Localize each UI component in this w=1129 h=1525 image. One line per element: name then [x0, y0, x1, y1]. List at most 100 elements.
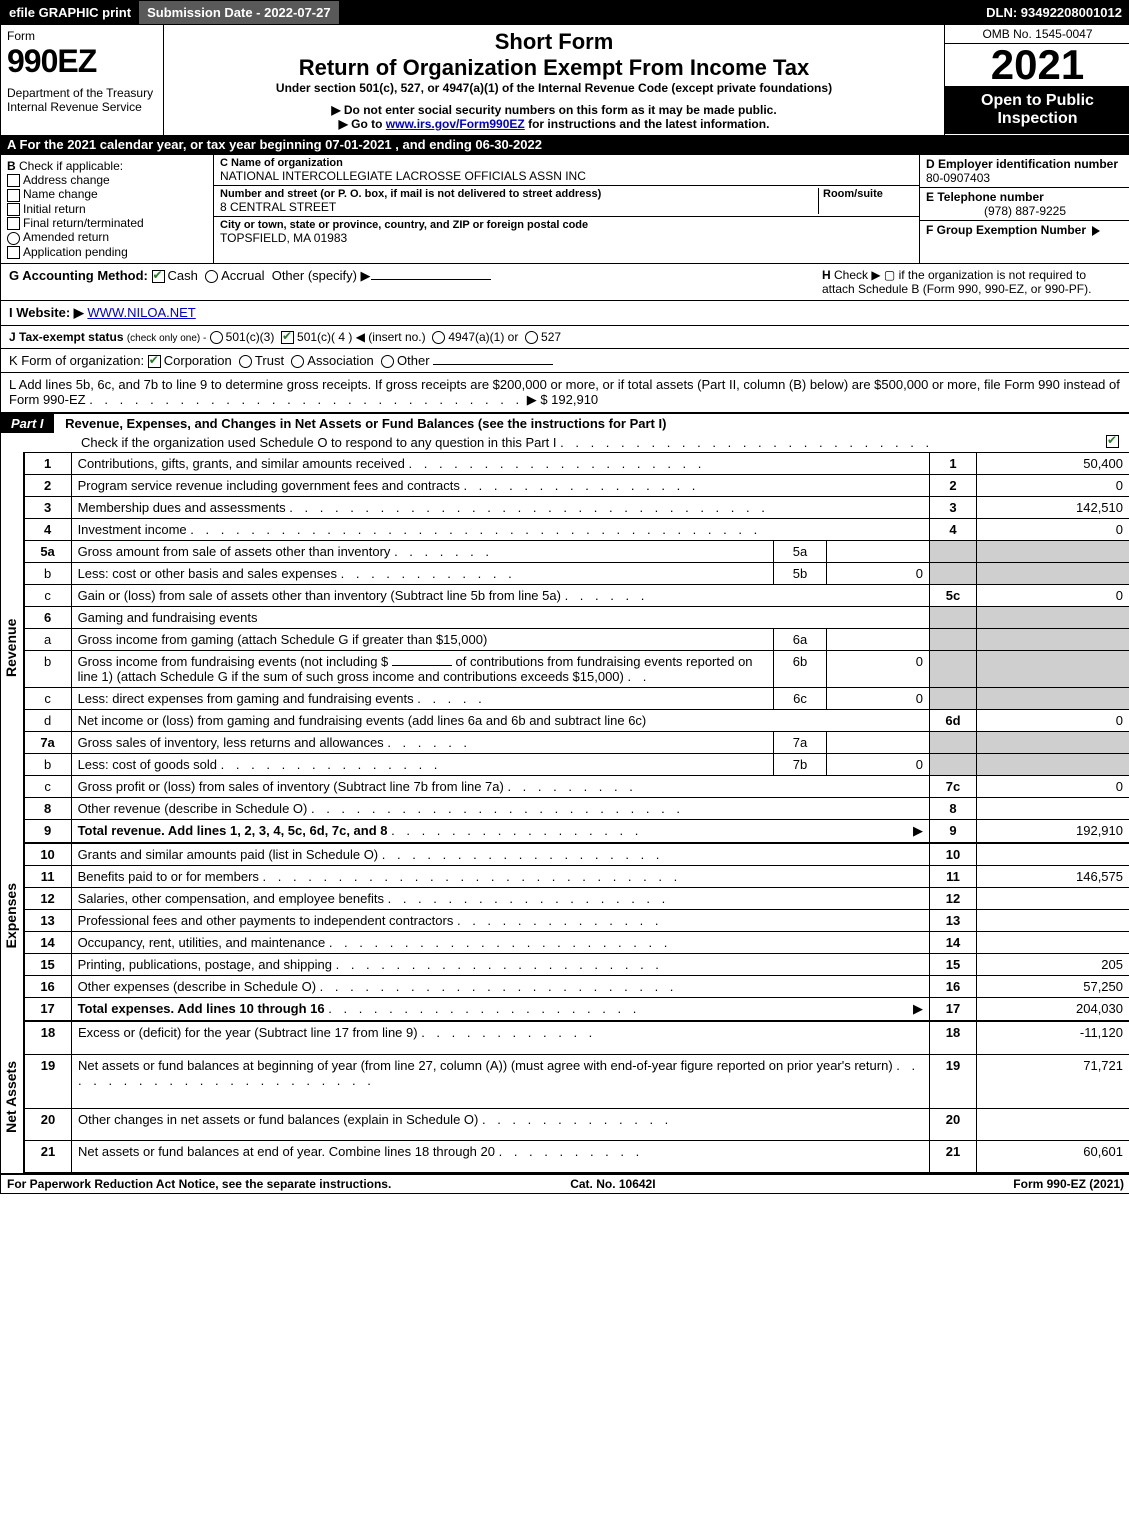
line-k: K Form of organization: Corporation Trus…: [1, 348, 1129, 372]
table-row: 5aGross amount from sale of assets other…: [24, 541, 1129, 563]
ssn-warning: ▶ Do not enter social security numbers o…: [170, 103, 938, 117]
b-opt5: Amended return: [23, 230, 109, 244]
contrib-input[interactable]: [392, 665, 452, 666]
checkbox-501c[interactable]: [281, 331, 294, 344]
footer-cat: Cat. No. 10642I: [570, 1177, 655, 1191]
org-city: TOPSFIELD, MA 01983: [220, 231, 913, 245]
website-link[interactable]: WWW.NILOA.NET: [87, 305, 195, 320]
expenses-table: 10Grants and similar amounts paid (list …: [24, 843, 1129, 1021]
table-row: 11Benefits paid to or for members . . . …: [24, 866, 1129, 888]
header-right: OMB No. 1545-0047 2021 Open to Public In…: [944, 25, 1129, 135]
short-form-label: Short Form: [170, 29, 938, 55]
table-row: 2Program service revenue including gover…: [24, 475, 1129, 497]
dln: DLN: 93492208001012: [978, 1, 1129, 24]
footer-right: Form 990-EZ (2021): [1013, 1177, 1124, 1191]
g-other-input[interactable]: [371, 279, 491, 280]
part-i-dots: . . . . . . . . . . . . . . . . . . . . …: [560, 435, 933, 450]
k-o3: Association: [307, 353, 373, 368]
table-row: 12Salaries, other compensation, and empl…: [24, 888, 1129, 910]
expenses-label: Expenses: [1, 843, 21, 988]
table-row: 8Other revenue (describe in Schedule O) …: [24, 798, 1129, 820]
l-value: 192,910: [551, 392, 598, 407]
netassets-label: Net Assets: [1, 1021, 21, 1173]
table-row: 6Gaming and fundraising events: [24, 607, 1129, 629]
header-mid: Short Form Return of Organization Exempt…: [164, 25, 944, 135]
checkbox-name-change[interactable]: [7, 189, 20, 202]
radio-501c3[interactable]: [210, 331, 223, 344]
b-opt2: Name change: [23, 187, 98, 201]
table-row: 16Other expenses (describe in Schedule O…: [24, 976, 1129, 998]
radio-trust[interactable]: [239, 355, 252, 368]
g-accrual: Accrual: [221, 268, 264, 283]
table-row: 14Occupancy, rent, utilities, and mainte…: [24, 932, 1129, 954]
checkbox-schedule-o[interactable]: [1106, 435, 1119, 448]
revenue-side-label: Revenue: [1, 452, 24, 843]
radio-amended-return[interactable]: [7, 232, 20, 245]
table-row: bLess: cost or other basis and sales exp…: [24, 563, 1129, 585]
table-row: 19Net assets or fund balances at beginni…: [25, 1054, 1129, 1108]
table-row: cLess: direct expenses from gaming and f…: [24, 688, 1129, 710]
g-label: G Accounting Method:: [9, 268, 148, 283]
table-row: aGross income from gaming (attach Schedu…: [24, 629, 1129, 651]
table-row: 15Printing, publications, postage, and s…: [24, 954, 1129, 976]
table-row: 10Grants and similar amounts paid (list …: [24, 844, 1129, 866]
block-b-through-f: B Check if applicable: Address change Na…: [1, 154, 1129, 263]
line-j: J Tax-exempt status (check only one) - 5…: [1, 325, 1129, 348]
j-note: (check only one) -: [127, 333, 206, 344]
ein-value: 80-0907403: [926, 171, 1124, 185]
checkbox-initial-return[interactable]: [7, 203, 20, 216]
g-other: Other (specify) ▶: [272, 268, 371, 283]
phone-value: (978) 887-9225: [926, 204, 1124, 218]
h-text: Check ▶ ▢ if the organization is not req…: [822, 268, 1091, 296]
irs-link[interactable]: www.irs.gov/Form990EZ: [386, 117, 525, 131]
part-i-header: Part I Revenue, Expenses, and Changes in…: [1, 412, 1129, 452]
goto-post: for instructions and the latest informat…: [525, 117, 770, 131]
j-label: J Tax-exempt status: [9, 330, 124, 344]
line-h: H Check ▶ ▢ if the organization is not r…: [822, 268, 1122, 296]
checkbox-final-return[interactable]: [7, 217, 20, 230]
part-i-check-text: Check if the organization used Schedule …: [81, 435, 557, 450]
b-opt6: Application pending: [23, 245, 128, 259]
c-city-label: City or town, state or province, country…: [220, 219, 913, 231]
part-i-body: Revenue 1Contributions, gifts, grants, a…: [1, 452, 1129, 843]
top-bar: efile GRAPHIC print Submission Date - 20…: [1, 1, 1129, 24]
efile-label[interactable]: efile GRAPHIC print: [1, 1, 139, 24]
checkbox-address-change[interactable]: [7, 174, 20, 187]
room-label: Room/suite: [823, 188, 913, 200]
section-d-e-f: D Employer identification number 80-0907…: [919, 155, 1129, 263]
radio-association[interactable]: [291, 355, 304, 368]
table-row: 9Total revenue. Add lines 1, 2, 3, 4, 5c…: [24, 820, 1129, 843]
radio-other-org[interactable]: [381, 355, 394, 368]
form-number: 990EZ: [7, 43, 157, 80]
netassets-side-label: Net Assets: [1, 1021, 24, 1173]
table-row: bGross income from fundraising events (n…: [24, 651, 1129, 688]
b-opt4: Final return/terminated: [23, 216, 144, 230]
f-label: F Group Exemption Number: [926, 223, 1086, 237]
table-row: 20Other changes in net assets or fund ba…: [25, 1108, 1129, 1140]
radio-527[interactable]: [525, 331, 538, 344]
org-address: 8 CENTRAL STREET: [220, 200, 818, 214]
expenses-side-label: Expenses: [1, 843, 24, 1021]
netassets-body: Net Assets 18Excess or (deficit) for the…: [1, 1021, 1129, 1173]
revenue-label: Revenue: [1, 452, 23, 843]
k-other-input[interactable]: [433, 364, 553, 365]
arrow-icon: [1092, 226, 1100, 236]
checkbox-cash[interactable]: [152, 270, 165, 283]
checkbox-corporation[interactable]: [148, 355, 161, 368]
tax-year: 2021: [945, 44, 1129, 86]
section-c: C Name of organization NATIONAL INTERCOL…: [214, 155, 919, 263]
table-row: 1Contributions, gifts, grants, and simil…: [24, 453, 1129, 475]
g-cash: Cash: [168, 268, 198, 283]
c-name-label: C Name of organization: [220, 157, 913, 169]
k-o4: Other: [397, 353, 430, 368]
section-b: B Check if applicable: Address change Na…: [1, 155, 214, 263]
radio-accrual[interactable]: [205, 270, 218, 283]
footer: For Paperwork Reduction Act Notice, see …: [1, 1173, 1129, 1193]
radio-4947[interactable]: [432, 331, 445, 344]
b-opt3: Initial return: [23, 202, 86, 216]
line-a: A For the 2021 calendar year, or tax yea…: [1, 135, 1129, 154]
checkbox-application-pending[interactable]: [7, 246, 20, 259]
open-inspection: Open to Public Inspection: [945, 86, 1129, 134]
line-g-h: G Accounting Method: Cash Accrual Other …: [1, 263, 1129, 300]
header-left: Form 990EZ Department of the Treasury In…: [1, 25, 164, 135]
